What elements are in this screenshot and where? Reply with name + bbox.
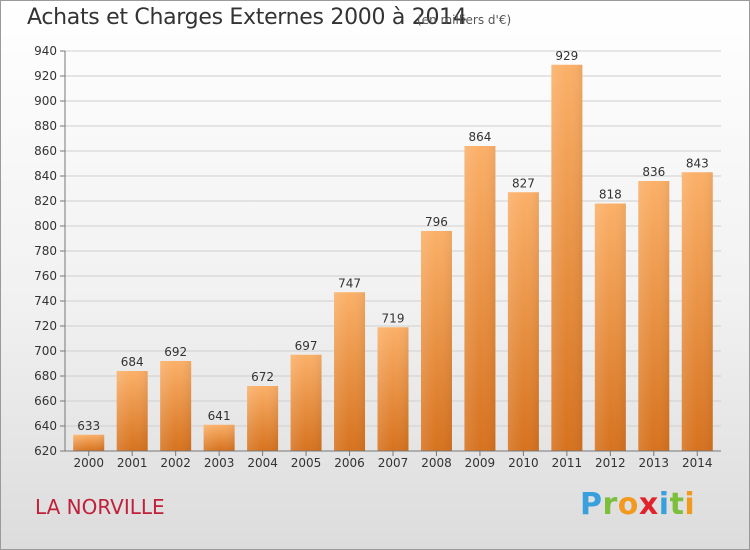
y-tick-label: 880 — [34, 119, 57, 133]
x-tick-label: 2010 — [508, 456, 539, 470]
bar-shade — [507, 192, 539, 451]
y-tick-label: 660 — [34, 394, 57, 408]
y-tick-label: 940 — [34, 44, 57, 58]
x-tick-label: 2013 — [639, 456, 670, 470]
bar-value-label: 843 — [686, 156, 709, 170]
x-tick-label: 2011 — [552, 456, 583, 470]
x-tick-label: 2014 — [682, 456, 713, 470]
y-tick-label: 900 — [34, 94, 57, 108]
commune-name: LA NORVILLE — [35, 495, 165, 519]
bar-shade — [247, 386, 279, 451]
bar-shade — [290, 354, 322, 451]
x-tick-label: 2006 — [334, 456, 365, 470]
bar-shade — [160, 361, 192, 451]
y-tick-label: 800 — [34, 219, 57, 233]
bar-shade — [681, 172, 713, 451]
bar-value-label: 827 — [512, 176, 535, 190]
x-tick-label: 2002 — [160, 456, 191, 470]
y-tick-label: 740 — [34, 294, 57, 308]
bar-value-label: 929 — [555, 49, 578, 63]
bar-shade — [464, 146, 496, 451]
x-tick-label: 2005 — [291, 456, 322, 470]
bar-shade — [73, 434, 105, 451]
y-axis: 620 640 660 680 700 720 740 760 780 800 820 840 860 8… — [34, 44, 66, 458]
bar-value-label: 796 — [425, 215, 448, 229]
bar-shade — [420, 231, 452, 451]
y-tick-label: 920 — [34, 69, 57, 83]
x-tick-label: 2012 — [595, 456, 626, 470]
y-tick-label: 820 — [34, 194, 57, 208]
bar-value-label: 747 — [338, 276, 361, 290]
x-tick-label: 2009 — [465, 456, 496, 470]
y-tick-label: 760 — [34, 269, 57, 283]
proxiti-logo[interactable]: Proxiti — [580, 487, 696, 522]
y-tick-label: 680 — [34, 369, 57, 383]
bar-value-label: 684 — [121, 355, 144, 369]
bar-value-label: 692 — [164, 345, 187, 359]
y-tick-label: 640 — [34, 419, 57, 433]
y-tick-label: 840 — [34, 169, 57, 183]
x-axis: 2000 2001 2002 2003 2004 2005 2006 2007 2008 2009… — [65, 450, 721, 470]
bar-value-label: 818 — [599, 188, 622, 202]
x-tick-label: 2001 — [117, 456, 148, 470]
y-tick-label: 720 — [34, 319, 57, 333]
bar-value-label: 697 — [295, 339, 318, 353]
y-tick-label: 780 — [34, 244, 57, 258]
value-labels: 633 684 692 641 672 697 747 719 796 864 827 929 818 8… — [77, 49, 708, 433]
bar-value-label: 633 — [77, 419, 100, 433]
chart-unit: (en milliers d'€) — [417, 13, 512, 27]
bar-value-label: 836 — [642, 165, 665, 179]
x-tick-label: 2004 — [247, 456, 278, 470]
bar-value-label: 864 — [468, 130, 491, 144]
y-tick-label: 700 — [34, 344, 57, 358]
y-tick-label: 620 — [34, 444, 57, 458]
x-tick-label: 2008 — [421, 456, 452, 470]
bar-shade — [377, 327, 409, 451]
bar-shade — [638, 181, 670, 451]
bar-value-label: 672 — [251, 370, 274, 384]
y-tick-label: 860 — [34, 144, 57, 158]
bar-shade — [551, 64, 583, 451]
chart-title: Achats et Charges Externes 2000 à 2014 — [27, 5, 467, 30]
bar-shade — [116, 371, 148, 451]
bar-value-label: 641 — [208, 409, 231, 423]
bars — [73, 64, 713, 451]
bar-shade — [594, 203, 626, 451]
bar-shade — [334, 292, 366, 451]
x-tick-label: 2003 — [204, 456, 235, 470]
x-tick-label: 2000 — [73, 456, 104, 470]
x-tick-label: 2007 — [378, 456, 409, 470]
bar-shade — [203, 424, 235, 451]
bar-value-label: 719 — [382, 311, 405, 325]
